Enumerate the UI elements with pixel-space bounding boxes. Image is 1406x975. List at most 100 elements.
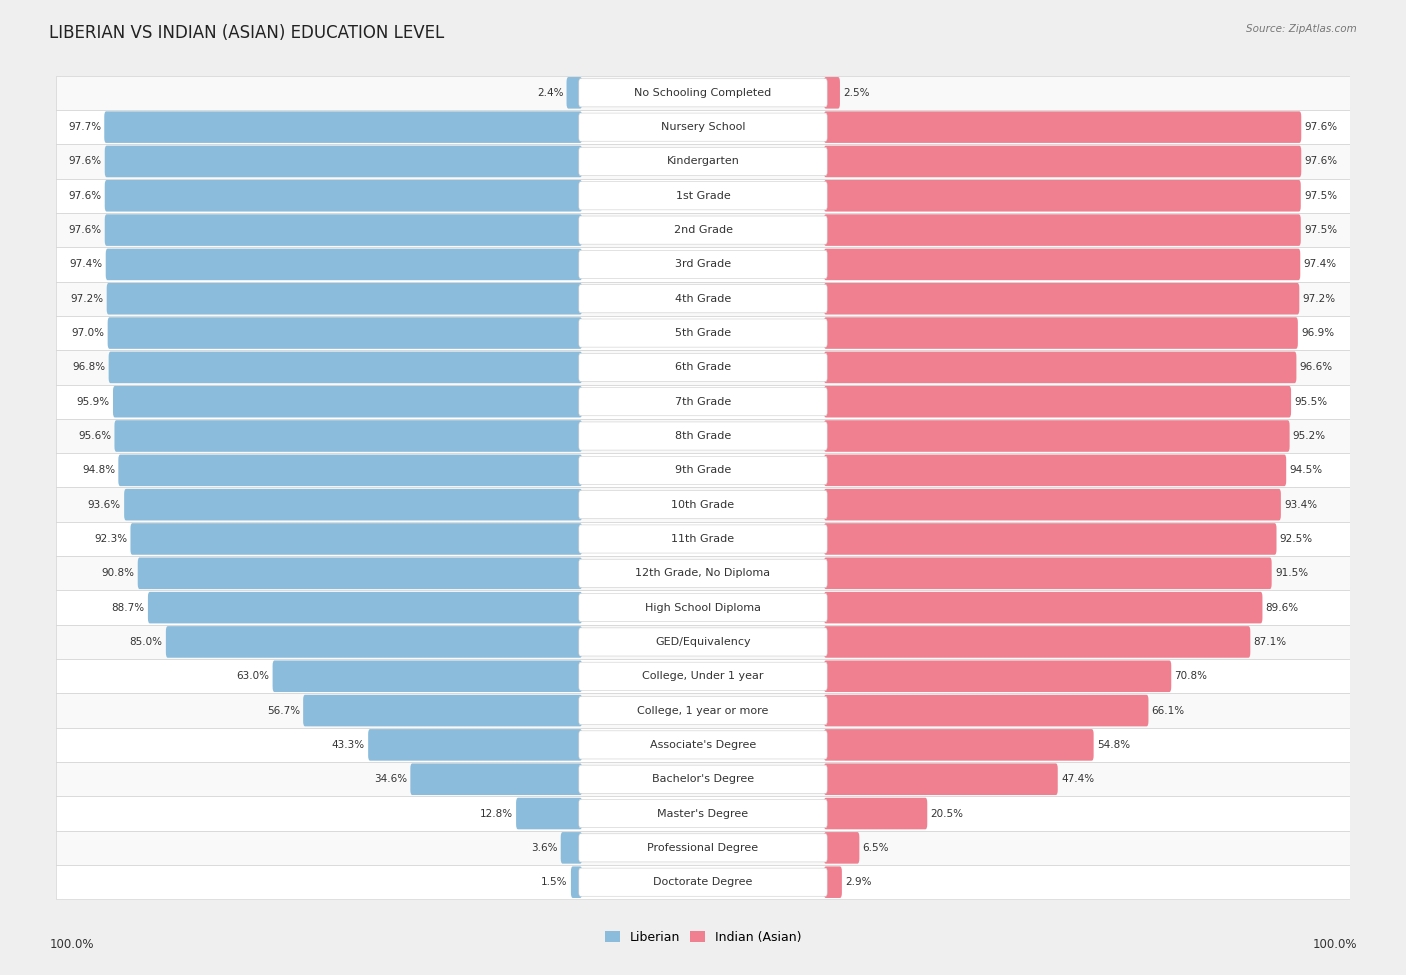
FancyBboxPatch shape: [105, 249, 582, 280]
FancyBboxPatch shape: [824, 77, 839, 108]
FancyBboxPatch shape: [824, 592, 1263, 623]
Text: 97.2%: 97.2%: [1302, 293, 1336, 304]
FancyBboxPatch shape: [579, 147, 827, 176]
FancyBboxPatch shape: [579, 765, 827, 794]
Text: 95.2%: 95.2%: [1294, 431, 1326, 441]
Text: 87.1%: 87.1%: [1254, 637, 1286, 647]
Text: 94.8%: 94.8%: [82, 465, 115, 476]
FancyBboxPatch shape: [579, 731, 827, 759]
FancyBboxPatch shape: [579, 800, 827, 828]
Text: 95.5%: 95.5%: [1295, 397, 1327, 407]
Bar: [56, 762, 1350, 797]
Bar: [56, 488, 1350, 522]
FancyBboxPatch shape: [824, 454, 1286, 487]
Text: 70.8%: 70.8%: [1174, 671, 1208, 682]
Bar: [56, 797, 1350, 831]
Text: 6th Grade: 6th Grade: [675, 363, 731, 372]
Text: 63.0%: 63.0%: [236, 671, 270, 682]
Text: 93.4%: 93.4%: [1284, 499, 1317, 510]
FancyBboxPatch shape: [579, 181, 827, 210]
FancyBboxPatch shape: [824, 832, 859, 864]
FancyBboxPatch shape: [107, 283, 582, 315]
Text: 97.6%: 97.6%: [69, 191, 101, 201]
Text: 97.6%: 97.6%: [69, 156, 101, 167]
Text: 100.0%: 100.0%: [49, 938, 94, 951]
Bar: [56, 453, 1350, 488]
FancyBboxPatch shape: [579, 490, 827, 519]
FancyBboxPatch shape: [824, 180, 1301, 212]
FancyBboxPatch shape: [824, 214, 1301, 246]
Text: 96.8%: 96.8%: [72, 363, 105, 372]
FancyBboxPatch shape: [131, 524, 582, 555]
Text: 95.6%: 95.6%: [79, 431, 111, 441]
Bar: [56, 213, 1350, 248]
Bar: [56, 693, 1350, 727]
FancyBboxPatch shape: [579, 285, 827, 313]
Bar: [56, 865, 1350, 899]
Bar: [56, 76, 1350, 110]
FancyBboxPatch shape: [579, 79, 827, 107]
FancyBboxPatch shape: [824, 558, 1271, 589]
Text: 2.9%: 2.9%: [845, 878, 872, 887]
FancyBboxPatch shape: [579, 560, 827, 587]
FancyBboxPatch shape: [104, 180, 582, 212]
FancyBboxPatch shape: [824, 420, 1289, 451]
Text: 97.6%: 97.6%: [1305, 122, 1337, 133]
Text: 2.5%: 2.5%: [844, 88, 870, 98]
FancyBboxPatch shape: [368, 729, 582, 760]
FancyBboxPatch shape: [166, 626, 582, 658]
Bar: [56, 659, 1350, 693]
Text: 94.5%: 94.5%: [1289, 465, 1323, 476]
FancyBboxPatch shape: [824, 283, 1299, 315]
FancyBboxPatch shape: [579, 388, 827, 415]
Text: Nursery School: Nursery School: [661, 122, 745, 133]
Text: 97.4%: 97.4%: [1303, 259, 1337, 269]
Text: 88.7%: 88.7%: [111, 603, 145, 612]
Text: Source: ZipAtlas.com: Source: ZipAtlas.com: [1246, 24, 1357, 34]
FancyBboxPatch shape: [114, 420, 582, 451]
Text: 7th Grade: 7th Grade: [675, 397, 731, 407]
Text: 96.6%: 96.6%: [1299, 363, 1333, 372]
Text: 95.9%: 95.9%: [77, 397, 110, 407]
FancyBboxPatch shape: [579, 628, 827, 656]
FancyBboxPatch shape: [579, 696, 827, 724]
FancyBboxPatch shape: [824, 145, 1302, 177]
FancyBboxPatch shape: [579, 594, 827, 622]
FancyBboxPatch shape: [579, 319, 827, 347]
FancyBboxPatch shape: [124, 488, 582, 521]
Text: 85.0%: 85.0%: [129, 637, 163, 647]
Text: 89.6%: 89.6%: [1265, 603, 1299, 612]
FancyBboxPatch shape: [824, 798, 928, 830]
Text: LIBERIAN VS INDIAN (ASIAN) EDUCATION LEVEL: LIBERIAN VS INDIAN (ASIAN) EDUCATION LEV…: [49, 24, 444, 42]
FancyBboxPatch shape: [824, 249, 1301, 280]
Text: 4th Grade: 4th Grade: [675, 293, 731, 304]
FancyBboxPatch shape: [561, 832, 582, 864]
Text: 11th Grade: 11th Grade: [672, 534, 734, 544]
Text: 8th Grade: 8th Grade: [675, 431, 731, 441]
Text: 3.6%: 3.6%: [531, 842, 557, 853]
FancyBboxPatch shape: [273, 660, 582, 692]
FancyBboxPatch shape: [824, 317, 1298, 349]
Text: Professional Degree: Professional Degree: [647, 842, 759, 853]
Legend: Liberian, Indian (Asian): Liberian, Indian (Asian): [599, 926, 807, 949]
FancyBboxPatch shape: [571, 867, 582, 898]
FancyBboxPatch shape: [411, 763, 582, 795]
FancyBboxPatch shape: [824, 524, 1277, 555]
Text: 5th Grade: 5th Grade: [675, 328, 731, 338]
Bar: [56, 178, 1350, 213]
Text: College, 1 year or more: College, 1 year or more: [637, 706, 769, 716]
FancyBboxPatch shape: [516, 798, 582, 830]
FancyBboxPatch shape: [579, 525, 827, 553]
FancyBboxPatch shape: [579, 422, 827, 450]
Text: 20.5%: 20.5%: [931, 808, 963, 819]
FancyBboxPatch shape: [138, 558, 582, 589]
Text: 97.6%: 97.6%: [69, 225, 101, 235]
Text: 97.2%: 97.2%: [70, 293, 104, 304]
Bar: [56, 384, 1350, 419]
Bar: [56, 556, 1350, 591]
FancyBboxPatch shape: [579, 456, 827, 485]
FancyBboxPatch shape: [824, 867, 842, 898]
FancyBboxPatch shape: [824, 695, 1149, 726]
Bar: [56, 727, 1350, 762]
FancyBboxPatch shape: [104, 145, 582, 177]
